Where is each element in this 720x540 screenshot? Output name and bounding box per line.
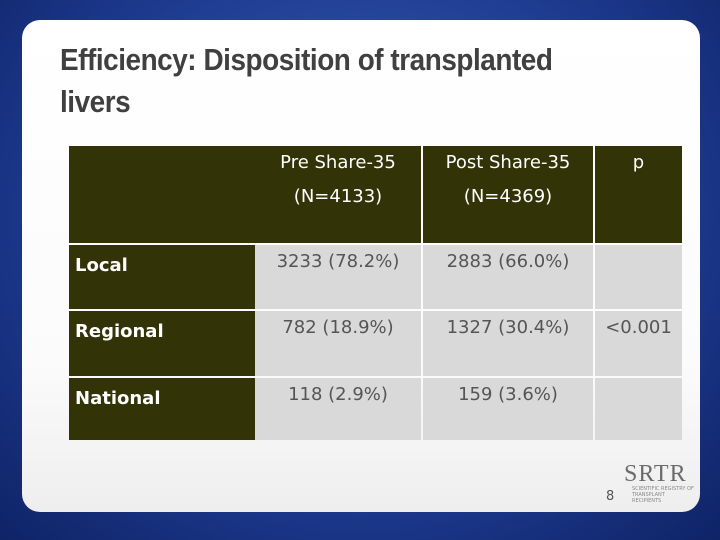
logo-tagline: TRANSPLANT RECIPIENTS [632,492,665,504]
header-cell [69,146,255,243]
logo: SRTR SCIENTIFIC REGISTRY OF TRANSPLANT R… [624,461,694,504]
header-text: Pre Share-35 [280,152,396,173]
cell-text: 3233 (78.2%) [276,251,400,272]
row-label: Local [69,245,255,309]
cell-text: 2883 (66.0%) [446,251,570,272]
row-label: National [69,378,255,440]
header-text: (N=4133) [293,186,383,207]
data-cell: 3233 (78.2%) [255,245,421,309]
header-cell: p [595,146,682,243]
data-cell: 2883 (66.0%) [423,245,593,309]
header-text: Post Share-35 [445,152,571,173]
data-cell: 1327 (30.4%) [423,311,593,376]
data-cell [595,245,682,309]
title: Efficiency: Disposition of transplanted [60,42,553,77]
data-cell: <0.001 [595,311,682,376]
logo-name: SRTR [624,461,687,487]
data-cell: 118 (2.9%) [255,378,421,440]
cell-text: <0.001 [605,317,672,338]
cell-text: 118 (2.9%) [288,384,388,405]
data-cell: 782 (18.9%) [255,311,421,376]
data-cell [595,378,682,440]
header-text: p [632,152,645,173]
logo-tagline: SCIENTIFIC REGISTRY OF [632,486,694,492]
cell-text: 782 (18.9%) [282,317,394,338]
header-cell: Post Share-35 (N=4369) [423,146,593,243]
page-number: 8 [606,489,615,504]
header-cell: Pre Share-35 (N=4133) [255,146,421,243]
data-cell: 159 (3.6%) [423,378,593,440]
header-text: (N=4369) [463,186,553,207]
title: livers [60,84,131,119]
row-label: Regional [69,311,255,376]
cell-text: 1327 (30.4%) [446,317,570,338]
cell-text: 159 (3.6%) [458,384,558,405]
